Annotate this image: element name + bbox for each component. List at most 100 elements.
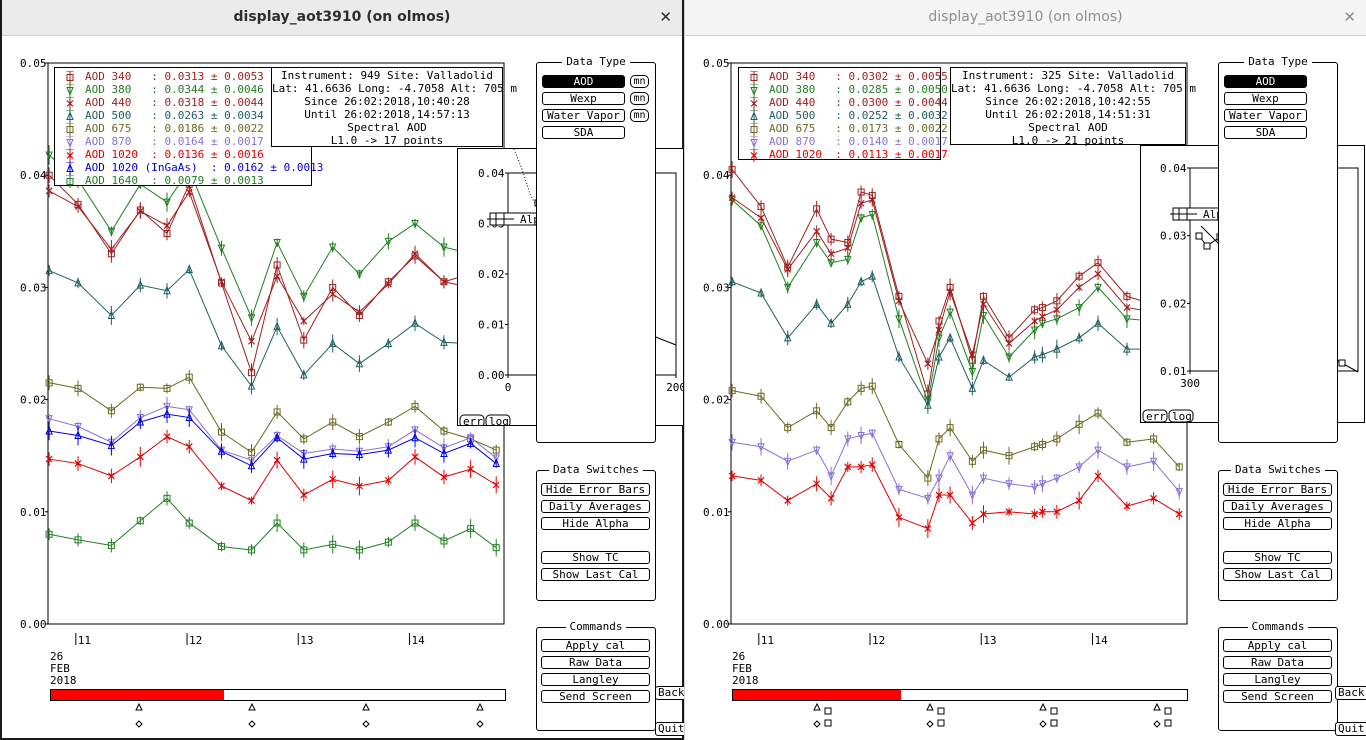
water-vapor-mn-button[interactable]: mn [630,109,649,122]
data-point [1123,315,1131,325]
data-point [1031,510,1039,518]
back-button[interactable]: Back [655,686,688,700]
langley-button[interactable]: Langley [541,673,650,686]
send-screen-button[interactable]: Send Screen [541,690,650,703]
data-point [248,337,255,345]
data-point [946,308,954,318]
water-vapor-button[interactable]: Water Vapor [1224,109,1307,122]
close-icon[interactable]: ✕ [659,8,672,26]
data-point [328,445,337,455]
wexp-button[interactable]: Wexp [542,92,625,105]
quit-button[interactable]: Quit [655,722,688,736]
left-titlebar[interactable]: display_aot3910 (on olmos) ✕ [2,0,682,36]
send-screen-button[interactable]: Send Screen [1223,690,1332,703]
err-button[interactable]: err [459,414,485,428]
hide-alpha-button[interactable]: Hide Alpha [1223,517,1332,530]
data-point [813,205,821,213]
data-point [273,321,281,331]
data-point [440,473,448,481]
show-tc-button[interactable]: Show TC [541,551,650,564]
time-progress-bar[interactable] [732,689,1188,701]
data-point [355,270,364,280]
data-point [136,416,145,426]
close-icon[interactable]: ✕ [1343,8,1356,26]
log-button[interactable]: log [1168,409,1194,423]
data-point [857,432,865,441]
hide-error-bars-button[interactable]: Hide Error Bars [1223,483,1332,496]
time-progress-bar[interactable] [50,689,506,701]
wexp-button[interactable]: Wexp [1224,92,1307,105]
data-point [45,425,53,435]
err-button[interactable]: err [1142,409,1168,423]
raw-data-button[interactable]: Raw Data [541,656,650,669]
data-point [783,457,792,467]
data-point [924,494,932,504]
data-point [946,491,954,499]
data-point [355,546,363,554]
sda-button[interactable]: SDA [1224,126,1307,139]
data-point [935,491,943,499]
data-point [812,446,821,456]
data-point [163,402,171,412]
commands-title: Commands [1247,620,1309,633]
water-vapor-button[interactable]: Water Vapor [542,109,625,122]
data-point [868,210,877,220]
wexp-mn-button[interactable]: mn [630,92,649,105]
data-point [757,287,765,297]
log-button[interactable]: log [485,414,511,428]
data-point [750,74,758,81]
legend-symbol [66,162,74,175]
quit-button[interactable]: Quit [1335,722,1366,736]
data-point [980,300,987,308]
data-point [1123,343,1131,353]
data-point [784,266,792,273]
data-type-title: Data Type [562,55,630,68]
triangle-marker [1153,702,1161,711]
right-titlebar[interactable]: display_aot3910 (on olmos) ✕ [685,0,1366,36]
show-last-cal-button[interactable]: Show Last Cal [1223,568,1332,581]
series-aod-1020 [728,457,1183,539]
data-point [844,298,852,308]
daily-averages-button[interactable]: Daily Averages [541,500,650,513]
series-aod-340 [728,161,1183,404]
series-aod-380 [728,194,1183,411]
aod-mn-button[interactable]: mn [630,75,649,88]
data-point [979,474,988,484]
show-tc-button[interactable]: Show TC [1223,551,1332,564]
data-point [935,326,943,334]
aod-button[interactable]: AOD [542,75,625,88]
square-marker [1050,707,1058,715]
legend-symbol [66,71,74,84]
data-point [946,452,954,461]
data-point [968,491,977,501]
data-point [1031,443,1039,451]
data-point [74,430,82,440]
data-point [857,276,865,286]
data-point [895,315,903,325]
show-last-cal-button[interactable]: Show Last Cal [541,568,650,581]
aod-button[interactable]: AOD [1224,75,1307,88]
left-window: display_aot3910 (on olmos) ✕ 0.05 0.04 0.0… [0,0,688,740]
apply-cal-button[interactable]: Apply cal [541,639,650,652]
data-point [750,126,758,133]
data-point [1149,457,1158,467]
hide-alpha-button[interactable]: Hide Alpha [541,517,650,530]
data-point [136,414,145,423]
data-point [329,475,337,483]
data-point [1031,317,1039,325]
sda-button[interactable]: SDA [542,126,625,139]
apply-cal-button[interactable]: Apply cal [1223,639,1332,652]
data-point [924,360,932,368]
langley-button[interactable]: Langley [1223,673,1332,686]
data-point [1150,435,1158,443]
hide-error-bars-button[interactable]: Hide Error Bars [541,483,650,496]
data-point [827,250,835,258]
data-point [74,423,82,432]
raw-data-button[interactable]: Raw Data [1223,656,1332,669]
daily-averages-button[interactable]: Daily Averages [1223,500,1332,513]
legend-entry: AOD 500 : 0.0263 ± 0.0034 [85,109,264,122]
data-point [1038,508,1046,516]
series-line [49,376,497,454]
data-point [728,276,736,286]
back-button[interactable]: Back [1335,686,1366,700]
